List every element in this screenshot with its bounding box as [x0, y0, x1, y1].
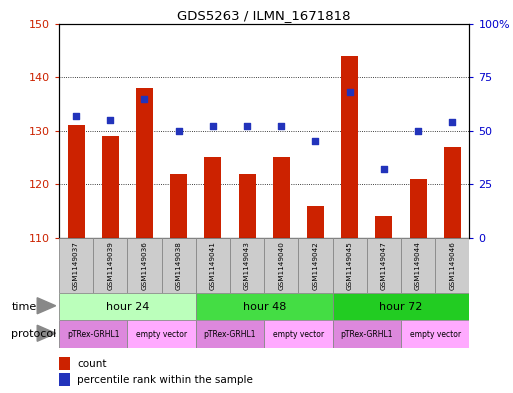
Bar [59, 293, 196, 320]
Bar [162, 238, 196, 293]
Bar [59, 238, 93, 293]
Text: pTRex-GRHL1: pTRex-GRHL1 [204, 330, 256, 338]
Bar [367, 238, 401, 293]
Text: GSM1149038: GSM1149038 [175, 241, 182, 290]
Bar [59, 320, 127, 348]
Bar [332, 320, 401, 348]
Text: GSM1149041: GSM1149041 [210, 241, 216, 290]
Point [414, 127, 422, 134]
Bar [332, 238, 367, 293]
Bar [196, 293, 332, 320]
Point [448, 119, 457, 125]
Text: hour 24: hour 24 [106, 301, 149, 312]
Text: GSM1149036: GSM1149036 [142, 241, 148, 290]
Point [106, 117, 114, 123]
Bar [299, 238, 332, 293]
Bar [376, 216, 392, 238]
Bar [444, 147, 461, 238]
Bar [136, 88, 153, 238]
Text: GSM1149047: GSM1149047 [381, 241, 387, 290]
Bar [435, 238, 469, 293]
Point [380, 166, 388, 173]
Bar [170, 173, 187, 238]
Text: GSM1149046: GSM1149046 [449, 241, 456, 290]
Point [141, 95, 149, 102]
Text: GSM1149045: GSM1149045 [347, 241, 353, 290]
Point [209, 123, 217, 130]
Text: GSM1149043: GSM1149043 [244, 241, 250, 290]
Text: GSM1149044: GSM1149044 [415, 241, 421, 290]
Polygon shape [37, 325, 55, 341]
Text: hour 72: hour 72 [379, 301, 423, 312]
Bar [307, 206, 324, 238]
Point [311, 138, 320, 145]
Bar [230, 238, 264, 293]
Point [277, 123, 285, 130]
Text: time: time [11, 301, 36, 312]
Point [174, 127, 183, 134]
Bar [59, 357, 70, 369]
Text: GSM1149042: GSM1149042 [312, 241, 319, 290]
Bar [409, 179, 427, 238]
Bar [127, 238, 162, 293]
Bar [204, 158, 222, 238]
Text: empty vector: empty vector [136, 330, 187, 338]
Bar [239, 173, 255, 238]
Text: pTRex-GRHL1: pTRex-GRHL1 [67, 330, 120, 338]
Bar [264, 238, 299, 293]
Bar [264, 320, 332, 348]
Text: percentile rank within the sample: percentile rank within the sample [77, 375, 253, 384]
Bar [127, 320, 196, 348]
Text: empty vector: empty vector [273, 330, 324, 338]
Text: protocol: protocol [11, 329, 56, 339]
Bar [93, 238, 127, 293]
Text: GSM1149040: GSM1149040 [278, 241, 284, 290]
Bar [273, 158, 290, 238]
Text: count: count [77, 358, 107, 369]
Bar [59, 373, 70, 386]
Text: empty vector: empty vector [410, 330, 461, 338]
Bar [401, 238, 435, 293]
Point [72, 112, 80, 119]
Bar [341, 56, 358, 238]
Bar [332, 293, 469, 320]
Point [346, 89, 354, 95]
Bar [401, 320, 469, 348]
Text: GSM1149039: GSM1149039 [107, 241, 113, 290]
Bar [196, 320, 264, 348]
Title: GDS5263 / ILMN_1671818: GDS5263 / ILMN_1671818 [177, 9, 351, 22]
Point [243, 123, 251, 130]
Text: pTRex-GRHL1: pTRex-GRHL1 [341, 330, 393, 338]
Bar [196, 238, 230, 293]
Polygon shape [37, 298, 55, 314]
Text: hour 48: hour 48 [243, 301, 286, 312]
Bar [102, 136, 119, 238]
Bar [68, 125, 85, 238]
Text: GSM1149037: GSM1149037 [73, 241, 79, 290]
